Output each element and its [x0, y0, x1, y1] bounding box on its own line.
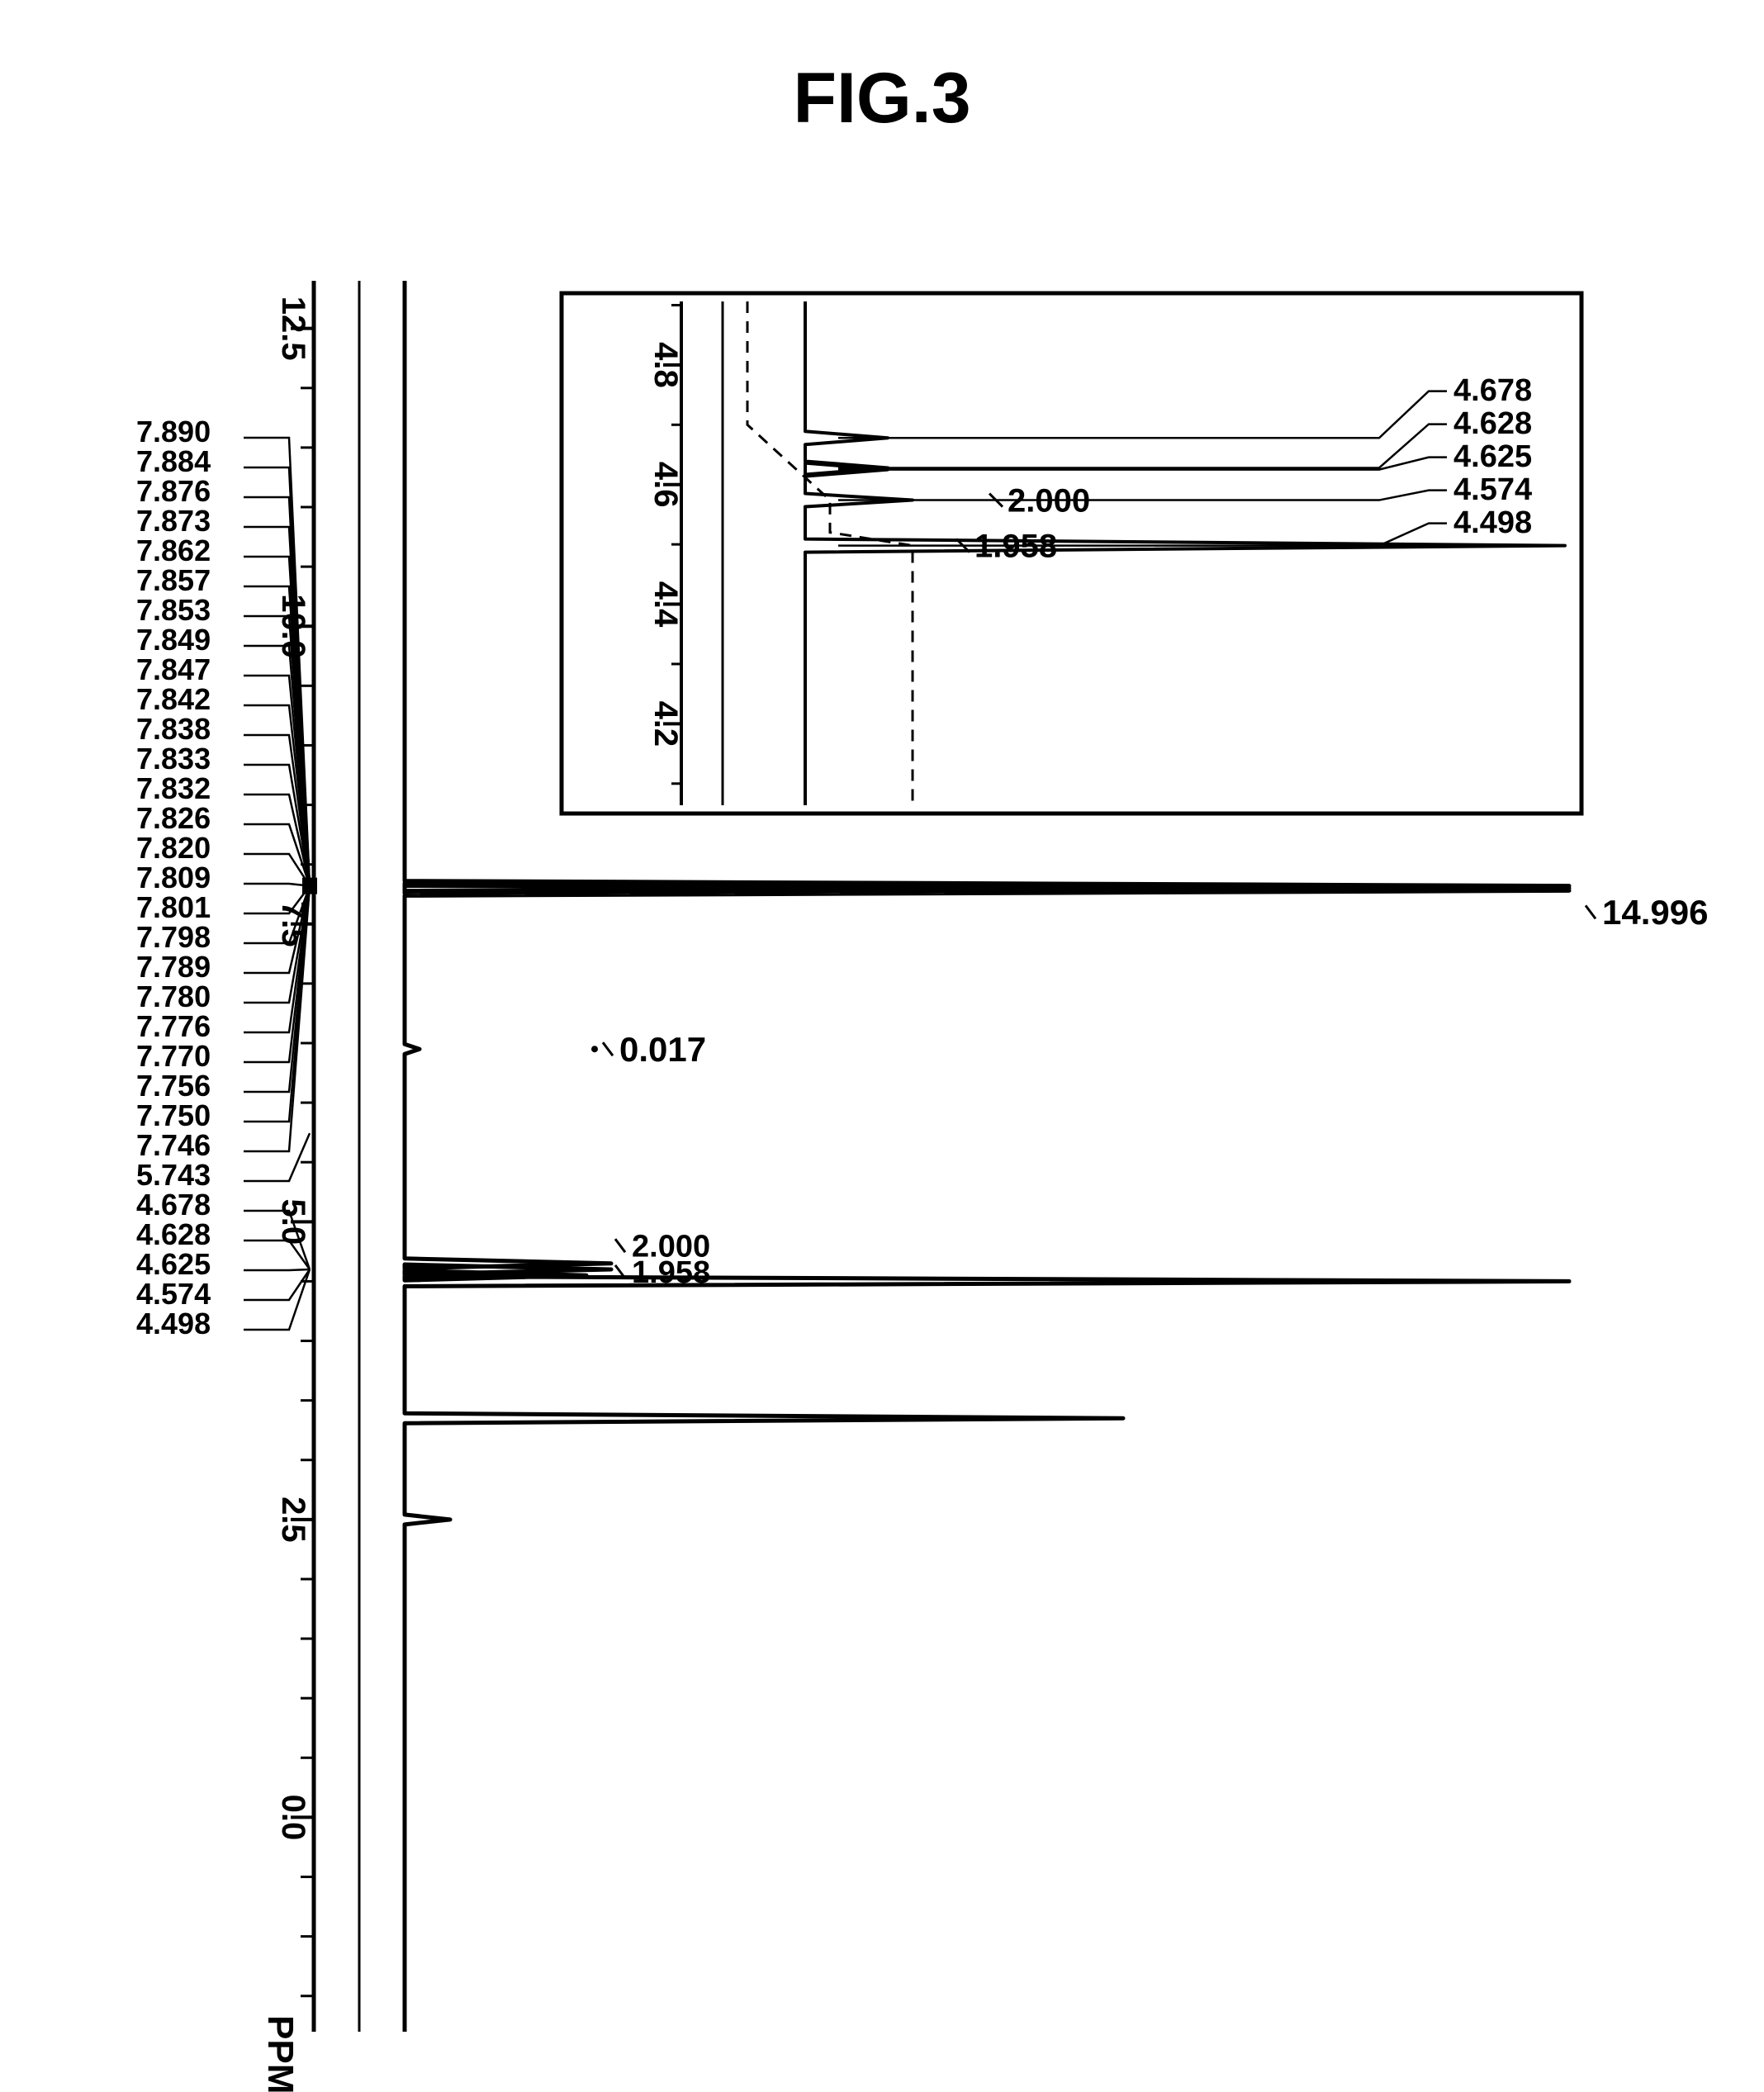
svg-text:1.958: 1.958	[632, 1255, 710, 1290]
peak-ppm-label: 7.890	[136, 417, 211, 447]
peak-ppm-label: 7.884	[136, 447, 211, 477]
peak-ppm-label: 4.678	[136, 1190, 211, 1220]
peak-ppm-label: 4.498	[136, 1309, 211, 1339]
figure-title: FIG.3	[793, 58, 970, 140]
svg-text:4.4: 4.4	[647, 581, 684, 628]
peak-ppm-label: 7.750	[136, 1101, 211, 1131]
svg-text:0.0: 0.0	[275, 1795, 311, 1841]
peak-ppm-label: 7.756	[136, 1071, 211, 1101]
peak-ppm-label: 7.847	[136, 655, 211, 685]
svg-text:14.996: 14.996	[1602, 893, 1708, 932]
peak-ppm-label: 7.746	[136, 1131, 211, 1160]
peak-ppm-label: 7.876	[136, 477, 211, 506]
peak-ppm-label: 4.628	[136, 1220, 211, 1250]
peak-ppm-label: 7.826	[136, 804, 211, 833]
nmr-inset-spectrum: 4.84.64.44.22.0001.9584.6784.6284.6254.5…	[562, 293, 1581, 814]
peak-ppm-label: 5.743	[136, 1160, 211, 1190]
peak-ppm-label: 7.776	[136, 1012, 211, 1041]
svg-text:4.678: 4.678	[1453, 373, 1532, 408]
peak-ppm-label: 7.838	[136, 714, 211, 744]
svg-text:4.498: 4.498	[1453, 505, 1532, 540]
peak-ppm-label: 7.801	[136, 893, 211, 923]
figure-canvas: FIG.3 12.510.07.55.02.50.0PPM14.9960.017…	[0, 0, 1764, 2092]
svg-text:4.574: 4.574	[1453, 472, 1532, 507]
peak-ppm-label: 7.789	[136, 952, 211, 982]
peak-ppm-label: 7.857	[136, 566, 211, 595]
svg-text:4.625: 4.625	[1453, 439, 1532, 474]
peak-ppm-label: 7.820	[136, 833, 211, 863]
peak-ppm-label: 4.574	[136, 1279, 211, 1309]
peak-ppm-label: 7.873	[136, 506, 211, 536]
svg-text:4.8: 4.8	[647, 342, 684, 388]
peak-ppm-label: 7.780	[136, 982, 211, 1012]
peak-ppm-label: 7.832	[136, 774, 211, 804]
svg-text:0.017: 0.017	[619, 1030, 706, 1069]
svg-text:2.5: 2.5	[275, 1497, 311, 1543]
peak-ppm-label: 7.833	[136, 744, 211, 774]
peak-ppm-label: 7.862	[136, 536, 211, 566]
svg-text:4.6: 4.6	[647, 462, 684, 508]
peak-ppm-label: 7.770	[136, 1041, 211, 1071]
svg-text:4.2: 4.2	[647, 701, 684, 747]
svg-text:12.5: 12.5	[275, 296, 311, 361]
peak-ppm-label: 7.853	[136, 595, 211, 625]
peak-ppm-label: 7.798	[136, 923, 211, 952]
inset-spectrum-svg: 4.84.64.44.22.0001.9584.6784.6284.6254.5…	[562, 293, 1581, 814]
peak-ppm-label: 7.842	[136, 685, 211, 714]
peak-ppm-label: 7.809	[136, 863, 211, 893]
peak-ppm-label: 7.849	[136, 625, 211, 655]
svg-text:PPM: PPM	[260, 2015, 301, 2092]
svg-text:4.628: 4.628	[1453, 406, 1532, 441]
peak-ppm-label: 4.625	[136, 1250, 211, 1279]
